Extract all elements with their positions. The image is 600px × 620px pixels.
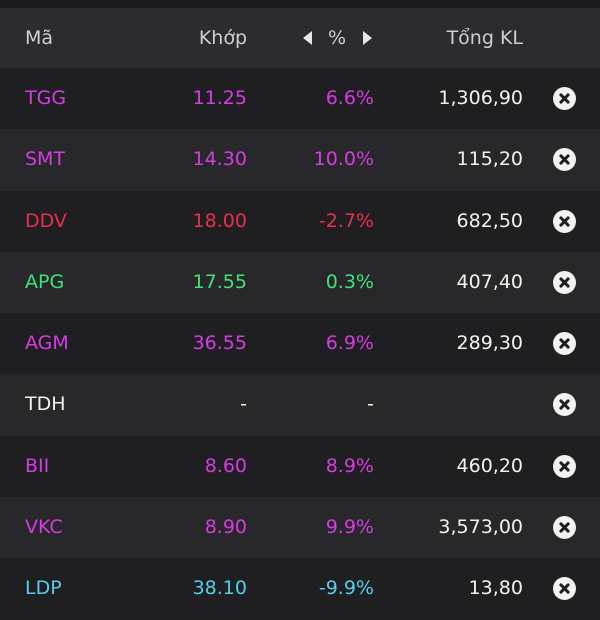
row-price: 36.55 xyxy=(192,332,247,355)
row-volume: 460,20 xyxy=(456,454,523,477)
close-circle-icon[interactable] xyxy=(553,577,576,601)
row-price: 14.30 xyxy=(192,148,247,171)
table-row[interactable]: LDP 38.10 -9.9% 13,80 xyxy=(0,558,600,620)
row-percent: -2.7% xyxy=(318,209,374,232)
row-symbol[interactable]: AGM xyxy=(25,332,69,355)
row-symbol[interactable]: TGG xyxy=(25,87,67,109)
row-price: 17.55 xyxy=(192,270,247,293)
row-price: 18.00 xyxy=(192,209,247,232)
row-percent: 0.3% xyxy=(325,270,374,293)
watchlist-header: Mã Khớp % Tổng KL xyxy=(0,8,600,68)
header-price[interactable]: Khớp xyxy=(198,27,247,49)
close-circle-icon[interactable] xyxy=(553,209,576,233)
row-price: 11.25 xyxy=(192,87,247,109)
header-percent-switcher: % xyxy=(300,8,380,68)
close-circle-icon[interactable] xyxy=(553,148,576,172)
header-percent[interactable]: % xyxy=(328,27,347,49)
row-percent: 8.9% xyxy=(325,454,374,477)
close-circle-icon[interactable] xyxy=(553,87,576,110)
triangle-left-icon[interactable] xyxy=(303,31,312,45)
table-row[interactable]: DDV 18.00 -2.7% 682,50 xyxy=(0,190,600,252)
row-symbol[interactable]: DDV xyxy=(25,209,67,232)
close-circle-icon[interactable] xyxy=(553,516,576,540)
table-row[interactable]: VKC 8.90 9.9% 3,573,00 xyxy=(0,497,600,559)
row-symbol[interactable]: LDP xyxy=(25,577,62,600)
table-row[interactable]: APG 17.55 0.3% 407,40 xyxy=(0,251,600,314)
row-percent: - xyxy=(367,393,374,416)
table-row[interactable]: BII 8.60 8.9% 460,20 xyxy=(0,435,600,498)
row-percent: 9.9% xyxy=(325,516,374,539)
row-percent: 10.0% xyxy=(313,148,374,171)
table-row[interactable]: TDH - - xyxy=(0,374,600,436)
row-price: - xyxy=(240,393,247,416)
header-volume[interactable]: Tổng KL xyxy=(446,27,523,49)
row-volume: 115,20 xyxy=(456,148,523,171)
row-symbol[interactable]: SMT xyxy=(25,148,66,171)
table-row[interactable]: TGG 11.25 6.6% 1,306,90 xyxy=(0,68,600,130)
row-volume: 682,50 xyxy=(456,209,523,232)
row-percent: 6.9% xyxy=(325,332,374,355)
row-volume: 407,40 xyxy=(456,270,523,293)
watchlist-table: TGG 11.25 6.6% 1,306,90 SMT 14.30 10.0% … xyxy=(0,68,600,620)
row-percent: 6.6% xyxy=(325,87,374,109)
row-symbol[interactable]: APG xyxy=(25,270,65,293)
close-circle-icon[interactable] xyxy=(553,393,576,417)
row-symbol[interactable]: TDH xyxy=(25,393,66,416)
row-price: 8.60 xyxy=(204,454,247,477)
close-circle-icon[interactable] xyxy=(553,270,576,294)
close-circle-icon[interactable] xyxy=(553,454,576,478)
row-volume: 289,30 xyxy=(456,332,523,355)
row-volume: 1,306,90 xyxy=(438,87,523,109)
close-circle-icon[interactable] xyxy=(553,332,576,356)
table-row[interactable]: AGM 36.55 6.9% 289,30 xyxy=(0,313,600,375)
row-price: 38.10 xyxy=(192,577,247,600)
row-symbol[interactable]: VKC xyxy=(25,516,63,539)
status-bar-strip xyxy=(0,0,600,8)
row-percent: -9.9% xyxy=(318,577,374,600)
header-symbol[interactable]: Mã xyxy=(25,27,54,49)
row-volume: 3,573,00 xyxy=(438,516,523,539)
row-symbol[interactable]: BII xyxy=(25,454,50,477)
row-price: 8.90 xyxy=(204,516,247,539)
table-row[interactable]: SMT 14.30 10.0% 115,20 xyxy=(0,129,600,191)
triangle-right-icon[interactable] xyxy=(363,31,372,45)
row-volume: 13,80 xyxy=(468,577,523,600)
